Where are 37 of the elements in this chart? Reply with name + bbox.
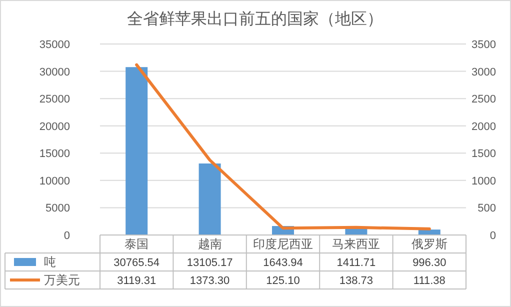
y-tick-label: 20000	[39, 120, 70, 133]
y2-tick-label: 0	[490, 230, 496, 242]
y2-tick-label: 1500	[472, 148, 496, 160]
data-label: 1373.30	[190, 275, 230, 287]
y2-tick-label: 3000	[472, 66, 496, 78]
line-series	[135, 63, 431, 230]
data-label: 111.38	[413, 275, 446, 287]
y-tick-label: 15000	[39, 148, 70, 160]
y2-tick-label: 3500	[472, 39, 496, 51]
y2-tick-label: 500	[478, 202, 496, 215]
data-label: 13105.17	[186, 257, 233, 269]
x-tick-label: 泰国	[124, 237, 149, 251]
x-tick-label: 马来西亚	[332, 237, 380, 251]
bar	[198, 163, 221, 235]
x-tick-label: 俄罗斯	[411, 237, 448, 251]
y-tick-label: 30000	[39, 66, 70, 78]
x-tick-label: 越南	[198, 237, 222, 251]
data-label: 138.73	[339, 275, 374, 287]
data-label: 1643.94	[263, 257, 303, 269]
y-tick-label: 0	[64, 230, 70, 242]
data-label: 125.10	[266, 275, 300, 287]
bar	[126, 67, 148, 235]
y-tick-label: 5000	[46, 202, 70, 215]
data-label: 3119.31	[117, 275, 156, 287]
legend-label: 吨	[44, 255, 56, 269]
y-tick-label: 25000	[39, 94, 70, 106]
data-label: 1411.71	[336, 257, 376, 269]
legend-label: 万美元	[44, 273, 80, 287]
y-tick-label: 10000	[39, 175, 70, 188]
y2-tick-label: 1000	[472, 175, 496, 188]
y2-tick-label: 2500	[472, 94, 496, 106]
data-label: 996.30	[412, 257, 446, 269]
y2-tick-label: 2000	[472, 120, 496, 133]
data-label: 30765.54	[114, 257, 160, 269]
x-tick-label: 印度尼西亚	[253, 237, 313, 251]
y-tick-label: 35000	[39, 39, 70, 51]
chart-title: 全省鲜苹果出口前五的国家（地区）	[127, 10, 383, 28]
